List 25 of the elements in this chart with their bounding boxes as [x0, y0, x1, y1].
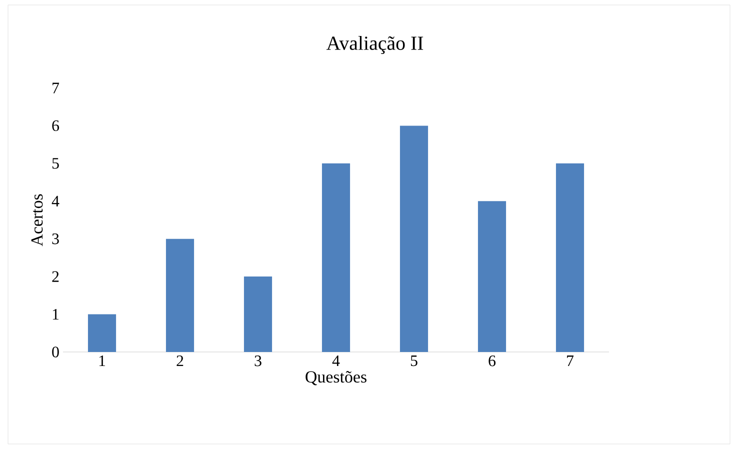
x-axis-title: Questões [306, 371, 366, 386]
x-tick-label: 2 [176, 356, 184, 366]
y-tick-label: 3 [52, 233, 59, 244]
bar [244, 276, 272, 352]
x-tick-label: 4 [332, 356, 340, 366]
bar [88, 314, 116, 352]
bar [478, 201, 506, 352]
bar [166, 238, 194, 352]
bar [400, 126, 428, 352]
x-tick-label: 3 [254, 356, 262, 366]
x-tick-label: 7 [567, 356, 574, 366]
x-tick-label: 6 [488, 356, 496, 366]
y-tick-label: 5 [52, 158, 59, 169]
y-tick-label: 6 [52, 120, 60, 132]
x-tick-label: 1 [99, 356, 106, 366]
chart-title: Avaliação II [326, 36, 424, 54]
bar [556, 163, 584, 352]
x-tick-label: 5 [410, 356, 418, 366]
y-tick-label: 4 [52, 196, 60, 206]
y-tick-label: 0 [52, 346, 59, 358]
y-tick-label: 7 [52, 82, 60, 94]
y-axis-title: Acertos [31, 194, 43, 246]
y-tick-label: 1 [52, 309, 59, 320]
bar [322, 163, 350, 352]
y-tick-label: 2 [52, 271, 59, 282]
